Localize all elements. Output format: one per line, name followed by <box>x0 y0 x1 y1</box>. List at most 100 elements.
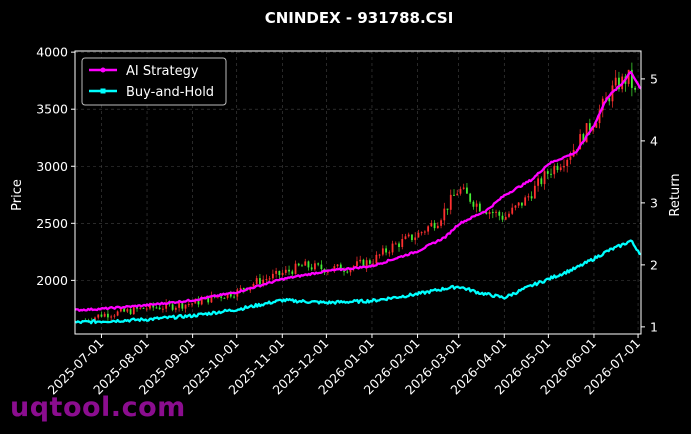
candle-body <box>307 261 310 268</box>
candle-body <box>627 69 630 84</box>
candle-body <box>242 287 245 290</box>
candle-body <box>271 273 274 279</box>
y-axis-right-label: Return <box>668 173 683 216</box>
candle-body <box>207 297 210 303</box>
series-line-ai-strategy <box>74 70 642 312</box>
candle-body <box>168 302 171 305</box>
candle-body <box>411 234 413 241</box>
candle-body <box>119 308 122 312</box>
candle-body <box>301 265 303 267</box>
candle-body <box>436 225 439 229</box>
x-axis: 2025-07-012025-08-012025-09-012025-10-01… <box>45 334 643 397</box>
candle-body <box>491 211 494 213</box>
candle-body <box>291 271 294 274</box>
grid <box>75 51 641 334</box>
candle-body <box>553 165 556 175</box>
candle-body <box>475 203 478 207</box>
y-right-tick-label: 1 <box>650 319 658 334</box>
candle-body <box>459 188 462 194</box>
candle-body <box>184 304 187 309</box>
candle-body <box>191 303 193 305</box>
candle-body <box>485 212 488 215</box>
candle-body <box>132 307 135 315</box>
y-right-tick-label: 4 <box>650 133 658 148</box>
y-left-tick-label: 3000 <box>36 159 68 174</box>
candle-body <box>398 243 400 247</box>
candle-body <box>187 304 190 306</box>
chart-title: CNINDEX - 931788.CSI <box>265 9 454 27</box>
candle-body <box>346 271 349 273</box>
candle-body <box>488 211 491 215</box>
candle-body <box>404 236 407 239</box>
candle-body <box>304 261 307 266</box>
candle-body <box>223 297 226 299</box>
candle-body <box>511 207 514 214</box>
candle-body <box>100 314 103 317</box>
candle-body <box>178 303 180 308</box>
candle-body <box>320 264 323 270</box>
y-right-tick-label: 5 <box>650 71 658 86</box>
candle-body <box>550 173 552 175</box>
candle-body <box>252 283 255 287</box>
candle-body <box>381 248 384 255</box>
candle-body <box>524 197 527 206</box>
legend-label-buy-and-hold: Buy-and-Hold <box>126 85 214 100</box>
candle-body <box>126 309 129 312</box>
candle-body <box>372 263 375 265</box>
legend-box <box>81 57 227 106</box>
watermark-logo: uqtool.com <box>10 392 186 423</box>
y-left-tick-label: 4000 <box>36 45 68 60</box>
candle-body <box>220 296 223 298</box>
candle-body <box>472 201 475 207</box>
candle-body <box>259 278 261 285</box>
candle-body <box>527 196 530 198</box>
candle-body <box>414 237 417 241</box>
series-line-buy-and-hold <box>74 239 642 325</box>
candle-body <box>588 123 591 131</box>
candle-body <box>469 193 472 202</box>
candle-body <box>123 308 126 312</box>
candle-body <box>268 278 271 280</box>
candle-body <box>136 307 138 309</box>
plot-frame <box>74 50 642 335</box>
candle-body <box>420 232 423 234</box>
legend-label-ai-strategy: AI Strategy <box>126 64 199 79</box>
candle-body <box>314 263 316 270</box>
candle-body <box>394 243 397 245</box>
candle-body <box>595 123 598 128</box>
candle-body <box>339 264 342 271</box>
candle-body <box>530 196 533 199</box>
candle-body <box>197 299 200 305</box>
legend: AI Strategy Buy-and-Hold <box>81 57 227 106</box>
candle-body <box>145 308 148 310</box>
candle-body <box>478 203 481 212</box>
candle-body <box>281 272 284 276</box>
candle-body <box>514 205 517 208</box>
legend-marker-ai-strategy <box>100 67 106 73</box>
candle-body <box>407 234 410 237</box>
candle-body <box>546 171 549 174</box>
candle-body <box>433 222 436 229</box>
candle-body <box>174 307 177 310</box>
candle-body <box>508 213 510 217</box>
candle-body <box>317 263 320 265</box>
candle-body <box>401 238 404 247</box>
y-axis-left: 2000 2500 3000 3500 4000 <box>36 45 75 288</box>
candle-body <box>501 215 504 220</box>
candle-body <box>504 216 507 220</box>
candle-body <box>333 266 336 271</box>
candle-body <box>239 287 242 290</box>
candle-body <box>449 194 452 210</box>
candle-body <box>423 231 426 233</box>
candle-body <box>362 259 365 268</box>
candle-body <box>233 296 235 298</box>
candle-body <box>210 295 213 303</box>
candle-body <box>498 211 501 216</box>
candle-body <box>598 110 601 124</box>
candle-body <box>288 269 290 272</box>
candle-body <box>139 307 142 309</box>
candle-body <box>356 261 358 267</box>
candle-body <box>349 268 352 273</box>
candle-body <box>326 271 329 273</box>
